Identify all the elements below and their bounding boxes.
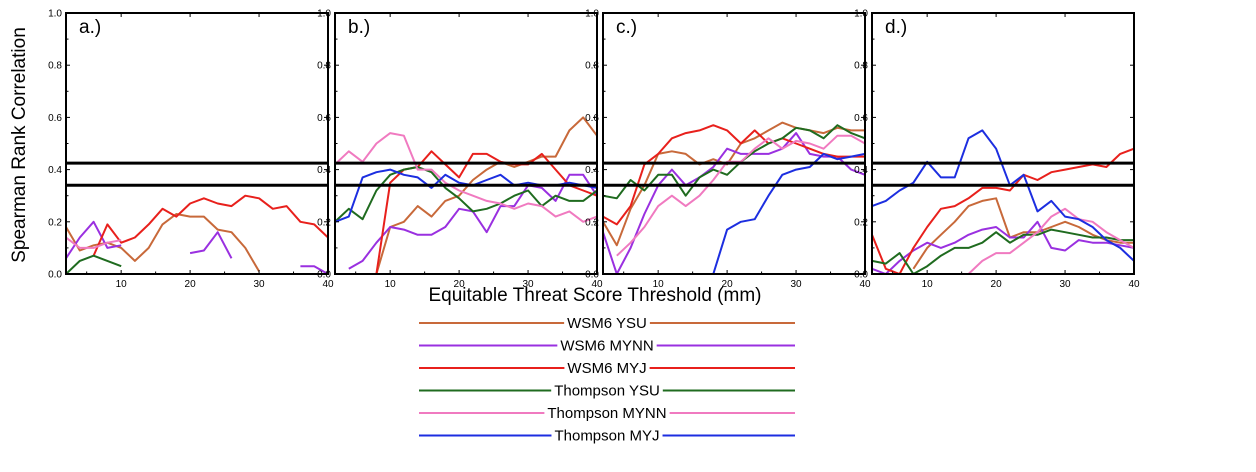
x-tick-label: 20 xyxy=(722,279,734,290)
y-tick-label: 0.2 xyxy=(854,217,868,228)
series-line-wsm6-myj xyxy=(92,194,328,257)
series-line-wsm6-mynn xyxy=(872,220,1134,274)
y-tick-label: 0.6 xyxy=(48,113,62,124)
y-tick-label: 1.0 xyxy=(317,9,331,20)
legend-item: Thompson MYNN xyxy=(419,405,795,422)
panel-label: b.) xyxy=(348,17,370,38)
x-tick-label: 10 xyxy=(116,279,128,290)
legend-label: Thompson YSU xyxy=(554,383,660,400)
legend-label: Thompson MYJ xyxy=(554,428,659,445)
x-tick-label: 20 xyxy=(185,279,197,290)
series-line-thompson-myj xyxy=(872,129,1134,262)
y-tick-label: 0.4 xyxy=(854,165,868,176)
x-tick-label: 10 xyxy=(922,279,934,290)
panel-c: 0.0 0.2 0.4 0.6 0.8 1.0 10 20 30 40 c.) xyxy=(585,9,871,291)
y-tick-label: 0.2 xyxy=(317,217,331,228)
legend: WSM6 YSU WSM6 MYNN WSM6 MYJ Thompson YSU Tho… xyxy=(419,315,795,445)
y-tick-label: 0.6 xyxy=(585,113,599,124)
series-line-wsm6-myj xyxy=(603,124,865,226)
legend-label: WSM6 MYNN xyxy=(560,338,653,355)
series-line-thompson-ysu xyxy=(335,166,597,223)
x-tick-label: 40 xyxy=(591,279,603,290)
x-axis-title: Equitable Threat Score Threshold (mm) xyxy=(428,285,761,306)
panel-d: 0.0 0.2 0.4 0.6 0.8 1.0 10 20 30 40 d.) xyxy=(854,9,1140,291)
y-tick-label: 0.2 xyxy=(48,217,62,228)
y-tick-label: 0.4 xyxy=(585,165,599,176)
y-tick-label: 1.0 xyxy=(48,9,62,20)
x-tick-label: 40 xyxy=(1128,279,1140,290)
plot-frame xyxy=(334,12,598,275)
y-tick-label: 1.0 xyxy=(585,9,599,20)
panel-label: d.) xyxy=(885,17,907,38)
legend-item: Thompson MYJ xyxy=(419,428,795,445)
series-line-wsm6-myj xyxy=(872,147,1134,274)
series-line-wsm6-mynn xyxy=(300,265,328,274)
x-tick-label: 20 xyxy=(454,279,466,290)
y-tick-label: 0.4 xyxy=(48,165,62,176)
legend-label: Thompson MYNN xyxy=(547,405,666,422)
legend-label: WSM6 MYJ xyxy=(567,360,646,377)
y-tick-label: 0.8 xyxy=(585,61,599,72)
series-line-wsm6-mynn xyxy=(189,231,233,259)
x-tick-label: 20 xyxy=(991,279,1003,290)
x-tick-label: 30 xyxy=(790,279,802,290)
y-tick-label: 0.8 xyxy=(48,61,62,72)
x-tick-label: 10 xyxy=(653,279,665,290)
series-line-thompson-ysu xyxy=(603,124,865,200)
panel-b: 0.0 0.2 0.4 0.6 0.8 1.0 10 20 30 40 b.) xyxy=(317,9,603,291)
y-tick-label: 0.0 xyxy=(317,270,331,281)
y-tick-label: 0.0 xyxy=(585,270,599,281)
x-tick-label: 30 xyxy=(522,279,534,290)
x-tick-label: 40 xyxy=(859,279,871,290)
x-tick-label: 30 xyxy=(253,279,265,290)
series-line-thompson-mynn xyxy=(967,207,1134,274)
y-tick-label: 0.4 xyxy=(317,165,331,176)
y-tick-label: 0.6 xyxy=(854,113,868,124)
x-tick-label: 40 xyxy=(322,279,334,290)
legend-label: WSM6 YSU xyxy=(567,315,647,332)
plot-frame xyxy=(602,12,866,275)
y-tick-label: 0.8 xyxy=(854,61,868,72)
y-tick-label: 0.0 xyxy=(48,270,62,281)
legend-item: Thompson YSU xyxy=(419,383,795,400)
series-line-thompson-mynn xyxy=(66,236,122,249)
x-tick-label: 10 xyxy=(385,279,397,290)
series-line-thompson-ysu xyxy=(872,228,1134,274)
legend-item: WSM6 YSU xyxy=(419,315,795,332)
legend-item: WSM6 MYJ xyxy=(419,360,795,377)
legend-item: WSM6 MYNN xyxy=(419,338,795,355)
y-axis-title: Spearman Rank Correlation xyxy=(9,27,30,263)
x-tick-label: 30 xyxy=(1059,279,1071,290)
series-line-wsm6-ysu xyxy=(603,121,865,247)
y-tick-label: 0.0 xyxy=(854,270,868,281)
y-tick-label: 0.2 xyxy=(585,217,599,228)
chart-panels: 0.00.20.40.60.81.010 20 30 40a.)0.00.20.40.… xyxy=(48,9,1140,291)
panel-label: c.) xyxy=(616,17,637,38)
panel-a: 0.0 0.2 0.4 0.6 0.8 1.0 10 20 30 40 a.) xyxy=(48,9,334,291)
plot-frame xyxy=(65,12,329,275)
series-line-thompson-ysu xyxy=(66,254,122,274)
series-line-thompson-mynn xyxy=(335,132,597,223)
y-tick-label: 1.0 xyxy=(854,9,868,20)
y-tick-label: 0.8 xyxy=(317,61,331,72)
panel-label: a.) xyxy=(79,17,101,38)
series-line-thompson-myj xyxy=(712,152,865,274)
series-line-wsm6-mynn xyxy=(348,173,597,270)
series-line-wsm6-ysu xyxy=(375,116,597,274)
y-tick-label: 0.6 xyxy=(317,113,331,124)
